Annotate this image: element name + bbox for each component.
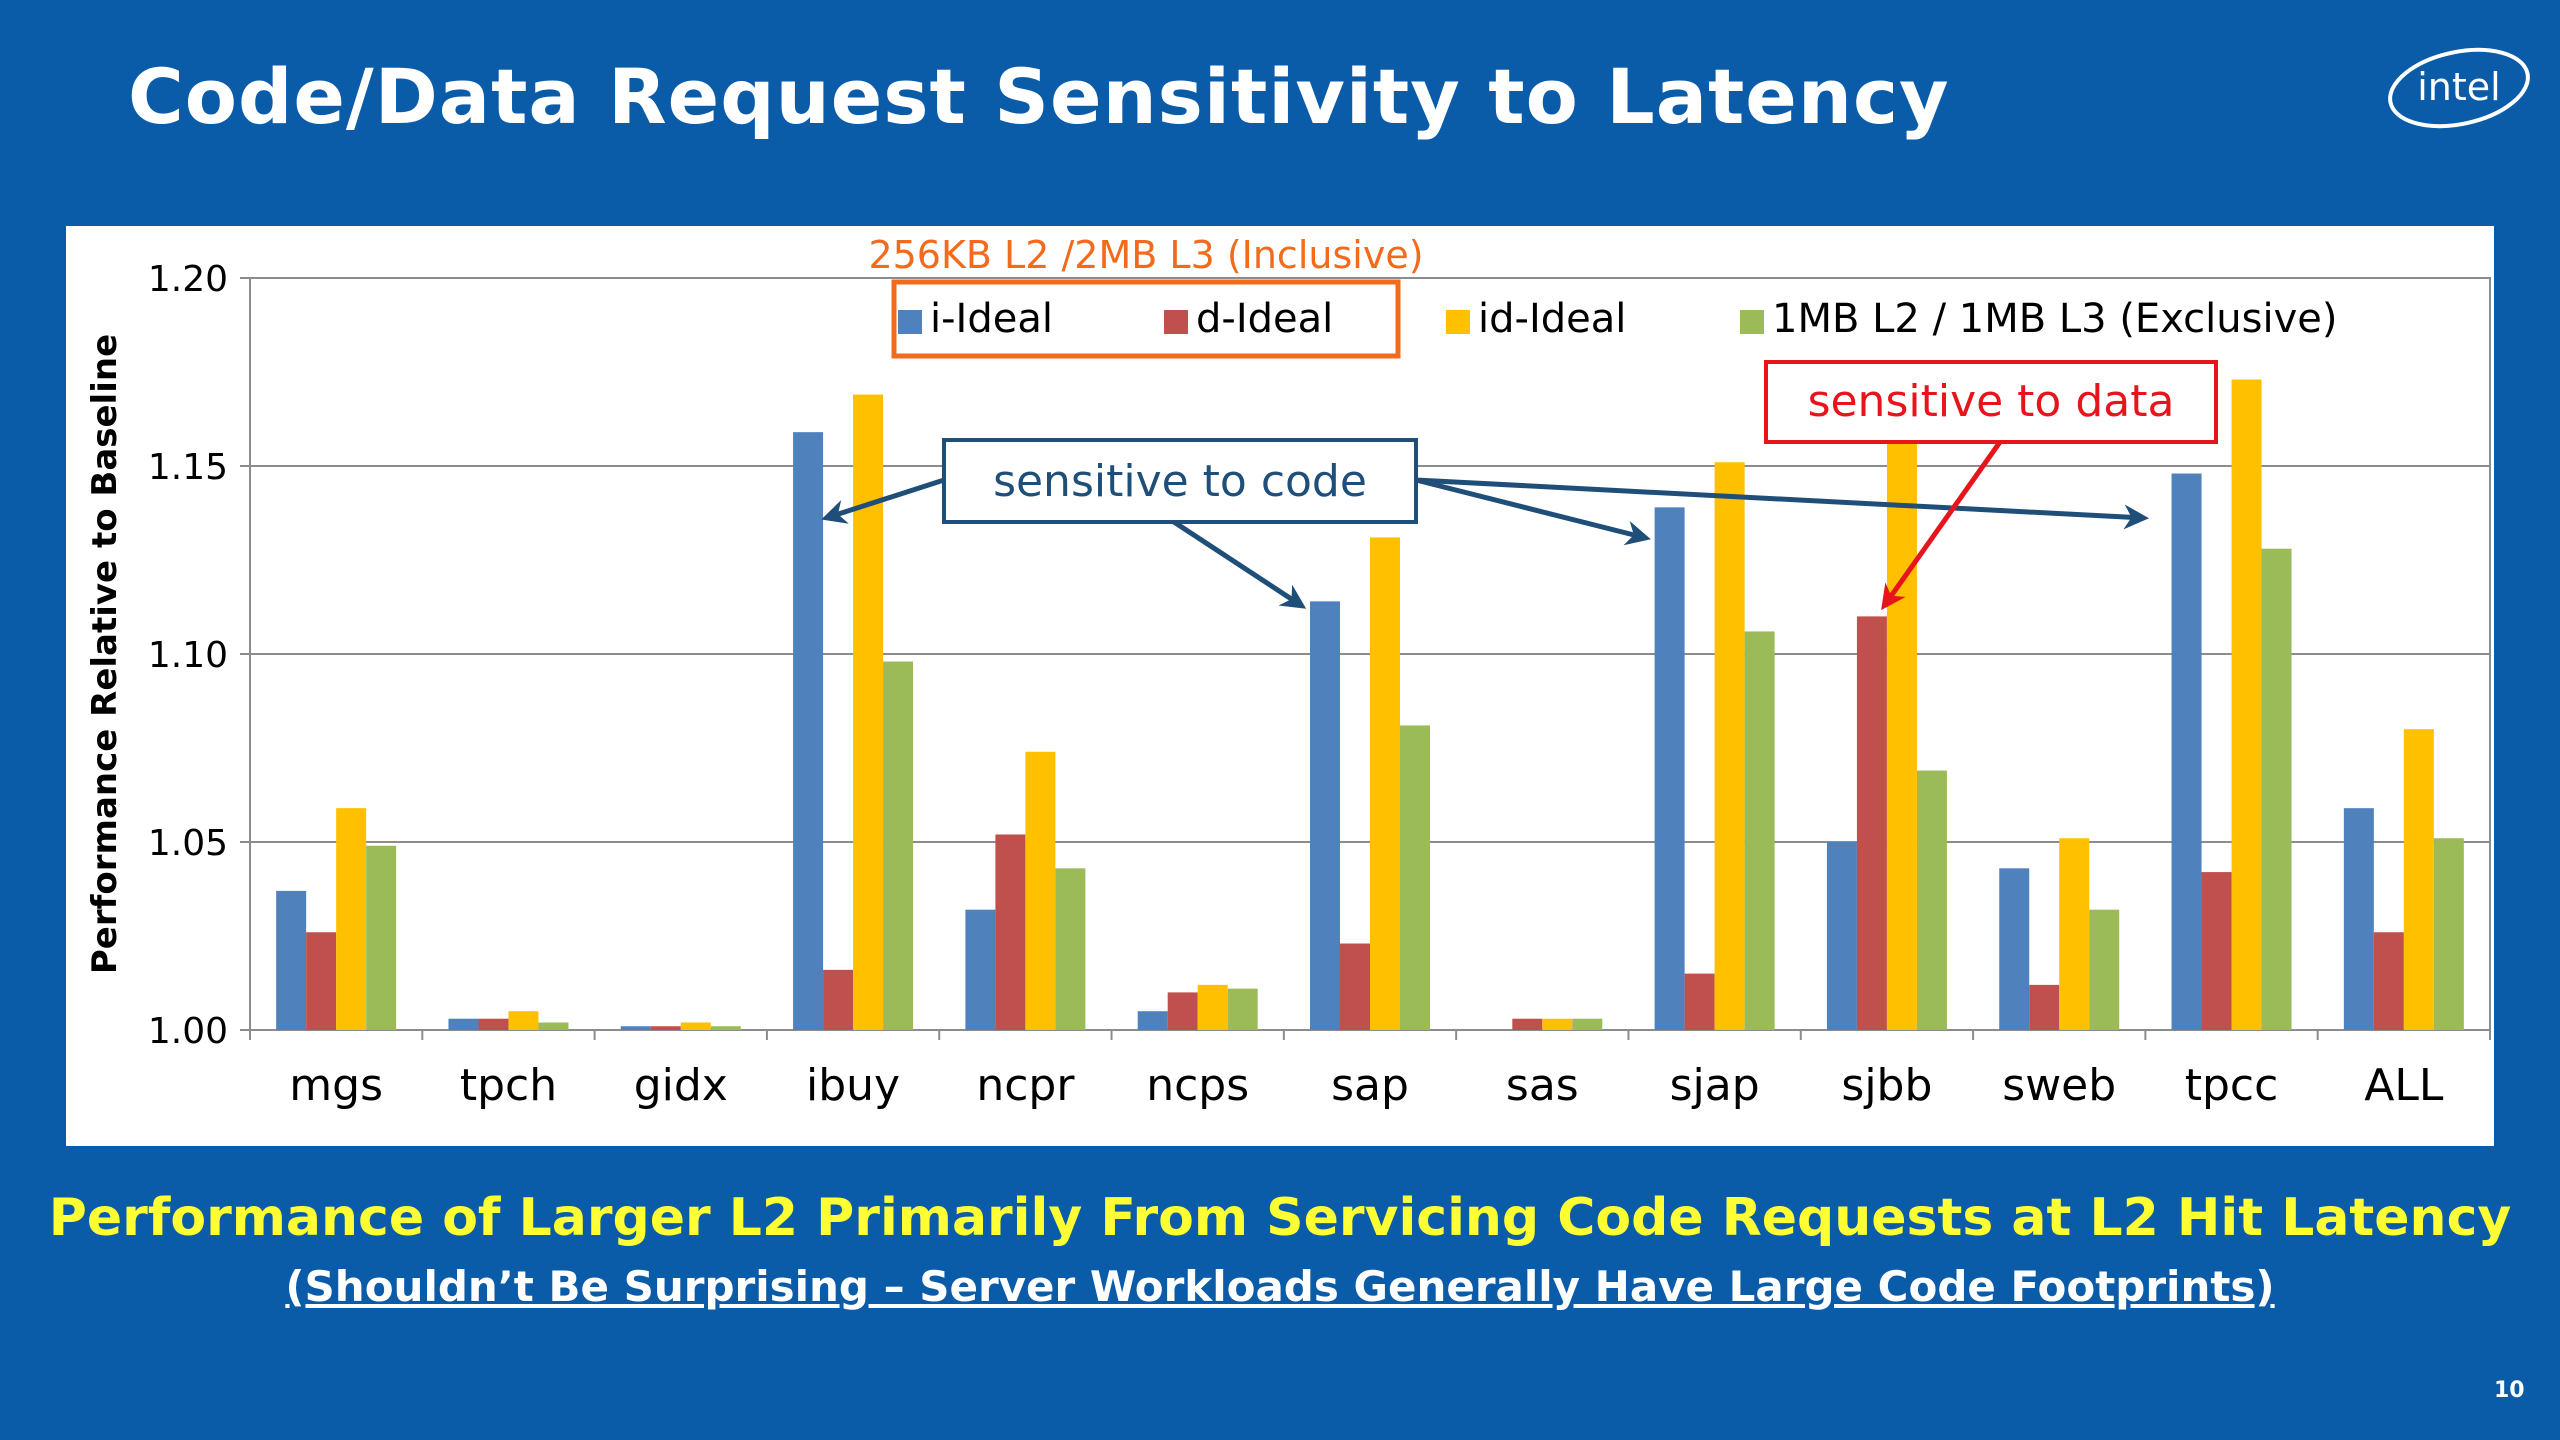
bar-sjbb-id-Ideal	[1886, 424, 1917, 1030]
bar-tpcc-id-Ideal	[2231, 379, 2262, 1030]
data-arrow	[1881, 440, 2003, 611]
bar-sweb-1MB L2 / 1MB L3 (Exclusive)	[2089, 909, 2120, 1030]
bar-sap-i-Ideal	[1310, 601, 1340, 1030]
intel-logo: intel	[2384, 38, 2534, 138]
footer-headline: Performance of Larger L2 Primarily From …	[48, 1188, 2512, 1248]
x-tick-label: sjbb	[1841, 1060, 1932, 1111]
bar-sjbb-1MB L2 / 1MB L3 (Exclusive)	[1916, 770, 1947, 1030]
y-tick-label: 1.20	[148, 259, 228, 300]
bar-ibuy-d-Ideal	[823, 969, 854, 1030]
legend-label-d-Ideal: d-Ideal	[1196, 296, 1333, 342]
bar-sjbb-i-Ideal	[1826, 842, 1857, 1030]
sensitive-to-data-label: sensitive to data	[1808, 376, 2175, 427]
bar-ncpr-1MB L2 / 1MB L3 (Exclusive)	[1055, 868, 1086, 1030]
footer-subline: (Shouldn’t Be Surprising – Server Worklo…	[285, 1262, 2275, 1311]
code-arrow	[1415, 477, 1651, 546]
y-tick-label: 1.05	[148, 823, 228, 864]
bar-sas-1MB L2 / 1MB L3 (Exclusive)	[1572, 1018, 1603, 1030]
bar-gidx-i-Ideal	[620, 1026, 651, 1030]
bar-sas-id-Ideal	[1542, 1018, 1573, 1030]
x-tick-label: mgs	[289, 1060, 383, 1111]
bar-ncpr-d-Ideal	[995, 834, 1026, 1030]
legend-swatch-1MB L2 / 1MB L3 (Exclusive)	[1740, 310, 1764, 334]
bar-chart: 1.00 1.05 1.10 1.15 1.20 mgs tpch gidx ibuy ncpr n…	[85, 233, 2491, 1111]
bar-sweb-d-Ideal	[2029, 984, 2060, 1030]
x-tick-label: ibuy	[806, 1060, 900, 1111]
bar-sap-d-Ideal	[1340, 943, 1370, 1030]
bar-ibuy-1MB L2 / 1MB L3 (Exclusive)	[883, 661, 914, 1030]
bar-sjap-i-Ideal	[1654, 507, 1685, 1030]
bar-sweb-id-Ideal	[2059, 838, 2090, 1030]
legend-swatch-i-Ideal	[898, 310, 922, 334]
legend-swatch-id-Ideal	[1446, 310, 1470, 334]
legend-label-1MB L2 / 1MB L3 (Exclusive): 1MB L2 / 1MB L3 (Exclusive)	[1772, 296, 2337, 342]
bar-sap-1MB L2 / 1MB L3 (Exclusive)	[1400, 725, 1430, 1030]
x-tick-label: ncpr	[976, 1060, 1075, 1111]
bar-ALL-i-Ideal	[2343, 808, 2374, 1030]
logo-text: intel	[2417, 65, 2500, 109]
x-tick-label: ncps	[1146, 1060, 1249, 1111]
x-tick-label: tpcc	[2185, 1060, 2279, 1111]
bar-mgs-d-Ideal	[306, 932, 337, 1030]
y-tick-label: 1.10	[148, 635, 228, 676]
bar-tpcc-d-Ideal	[2201, 872, 2232, 1030]
sensitive-to-data-callout	[1764, 360, 2218, 444]
legend-group-label: 256KB L2 /2MB L3 (Inclusive)	[868, 233, 1423, 277]
y-axis-label: Performance Relative to Baseline	[85, 334, 125, 974]
code-arrow	[1415, 477, 2149, 530]
bar-tpch-1MB L2 / 1MB L3 (Exclusive)	[538, 1022, 569, 1030]
bar-gidx-1MB L2 / 1MB L3 (Exclusive)	[710, 1026, 741, 1030]
legend-swatch-d-Ideal	[1164, 310, 1188, 334]
chart-panel: 1.00 1.05 1.10 1.15 1.20 mgs tpch gidx ibuy ncpr n…	[66, 226, 2494, 1146]
slide-title: Code/Data Request Sensitivity to Latency	[128, 52, 1950, 141]
y-tick-label: 1.15	[148, 447, 228, 488]
bar-tpcc-i-Ideal	[2171, 473, 2202, 1030]
bar-mgs-1MB L2 / 1MB L3 (Exclusive)	[366, 845, 397, 1030]
bar-tpch-d-Ideal	[478, 1018, 509, 1030]
bar-ncps-i-Ideal	[1137, 1011, 1168, 1030]
code-arrow	[821, 477, 945, 524]
bar-gidx-id-Ideal	[680, 1022, 711, 1030]
bar-ALL-1MB L2 / 1MB L3 (Exclusive)	[2433, 838, 2464, 1030]
bar-ALL-d-Ideal	[2373, 932, 2404, 1030]
code-arrow	[1172, 519, 1307, 609]
legend-label-i-Ideal: i-Ideal	[930, 296, 1053, 342]
sensitive-to-code-label: sensitive to code	[993, 456, 1367, 507]
bar-sas-d-Ideal	[1512, 1018, 1543, 1030]
bar-ncps-d-Ideal	[1167, 992, 1198, 1030]
page-number: 10	[2494, 1378, 2525, 1403]
x-tick-label: sweb	[2002, 1060, 2116, 1111]
bar-ncpr-id-Ideal	[1025, 751, 1056, 1030]
bar-mgs-id-Ideal	[336, 808, 367, 1030]
bar-sjap-id-Ideal	[1714, 462, 1745, 1030]
inclusive-legend-box	[891, 279, 1401, 359]
bar-tpch-id-Ideal	[508, 1011, 539, 1030]
sensitive-to-code-callout	[942, 438, 1418, 524]
bar-sjap-d-Ideal	[1684, 973, 1715, 1030]
x-tick-label: gidx	[634, 1060, 728, 1111]
bar-tpcc-1MB L2 / 1MB L3 (Exclusive)	[2261, 548, 2292, 1030]
bar-mgs-i-Ideal	[276, 890, 307, 1030]
bar-tpch-i-Ideal	[448, 1018, 479, 1030]
legend-label-id-Ideal: id-Ideal	[1478, 296, 1626, 342]
x-tick-label: sjap	[1670, 1060, 1760, 1111]
bar-ibuy-id-Ideal	[853, 394, 884, 1030]
bar-ncpr-i-Ideal	[965, 909, 996, 1030]
x-tick-label: tpch	[460, 1060, 557, 1111]
y-tick-label: 1.00	[148, 1011, 228, 1052]
bar-sap-id-Ideal	[1370, 537, 1400, 1030]
bar-ncps-1MB L2 / 1MB L3 (Exclusive)	[1227, 988, 1258, 1030]
bar-ncps-id-Ideal	[1197, 984, 1228, 1030]
x-tick-label: sap	[1331, 1060, 1409, 1111]
x-tick-label: sas	[1506, 1060, 1579, 1111]
bar-sjbb-d-Ideal	[1856, 616, 1887, 1030]
bar-gidx-d-Ideal	[650, 1026, 681, 1030]
bar-sjap-1MB L2 / 1MB L3 (Exclusive)	[1744, 631, 1775, 1030]
bar-ALL-id-Ideal	[2403, 729, 2434, 1030]
x-tick-label: ALL	[2364, 1060, 2444, 1111]
bar-sweb-i-Ideal	[1999, 868, 2030, 1030]
bar-ibuy-i-Ideal	[793, 432, 824, 1030]
